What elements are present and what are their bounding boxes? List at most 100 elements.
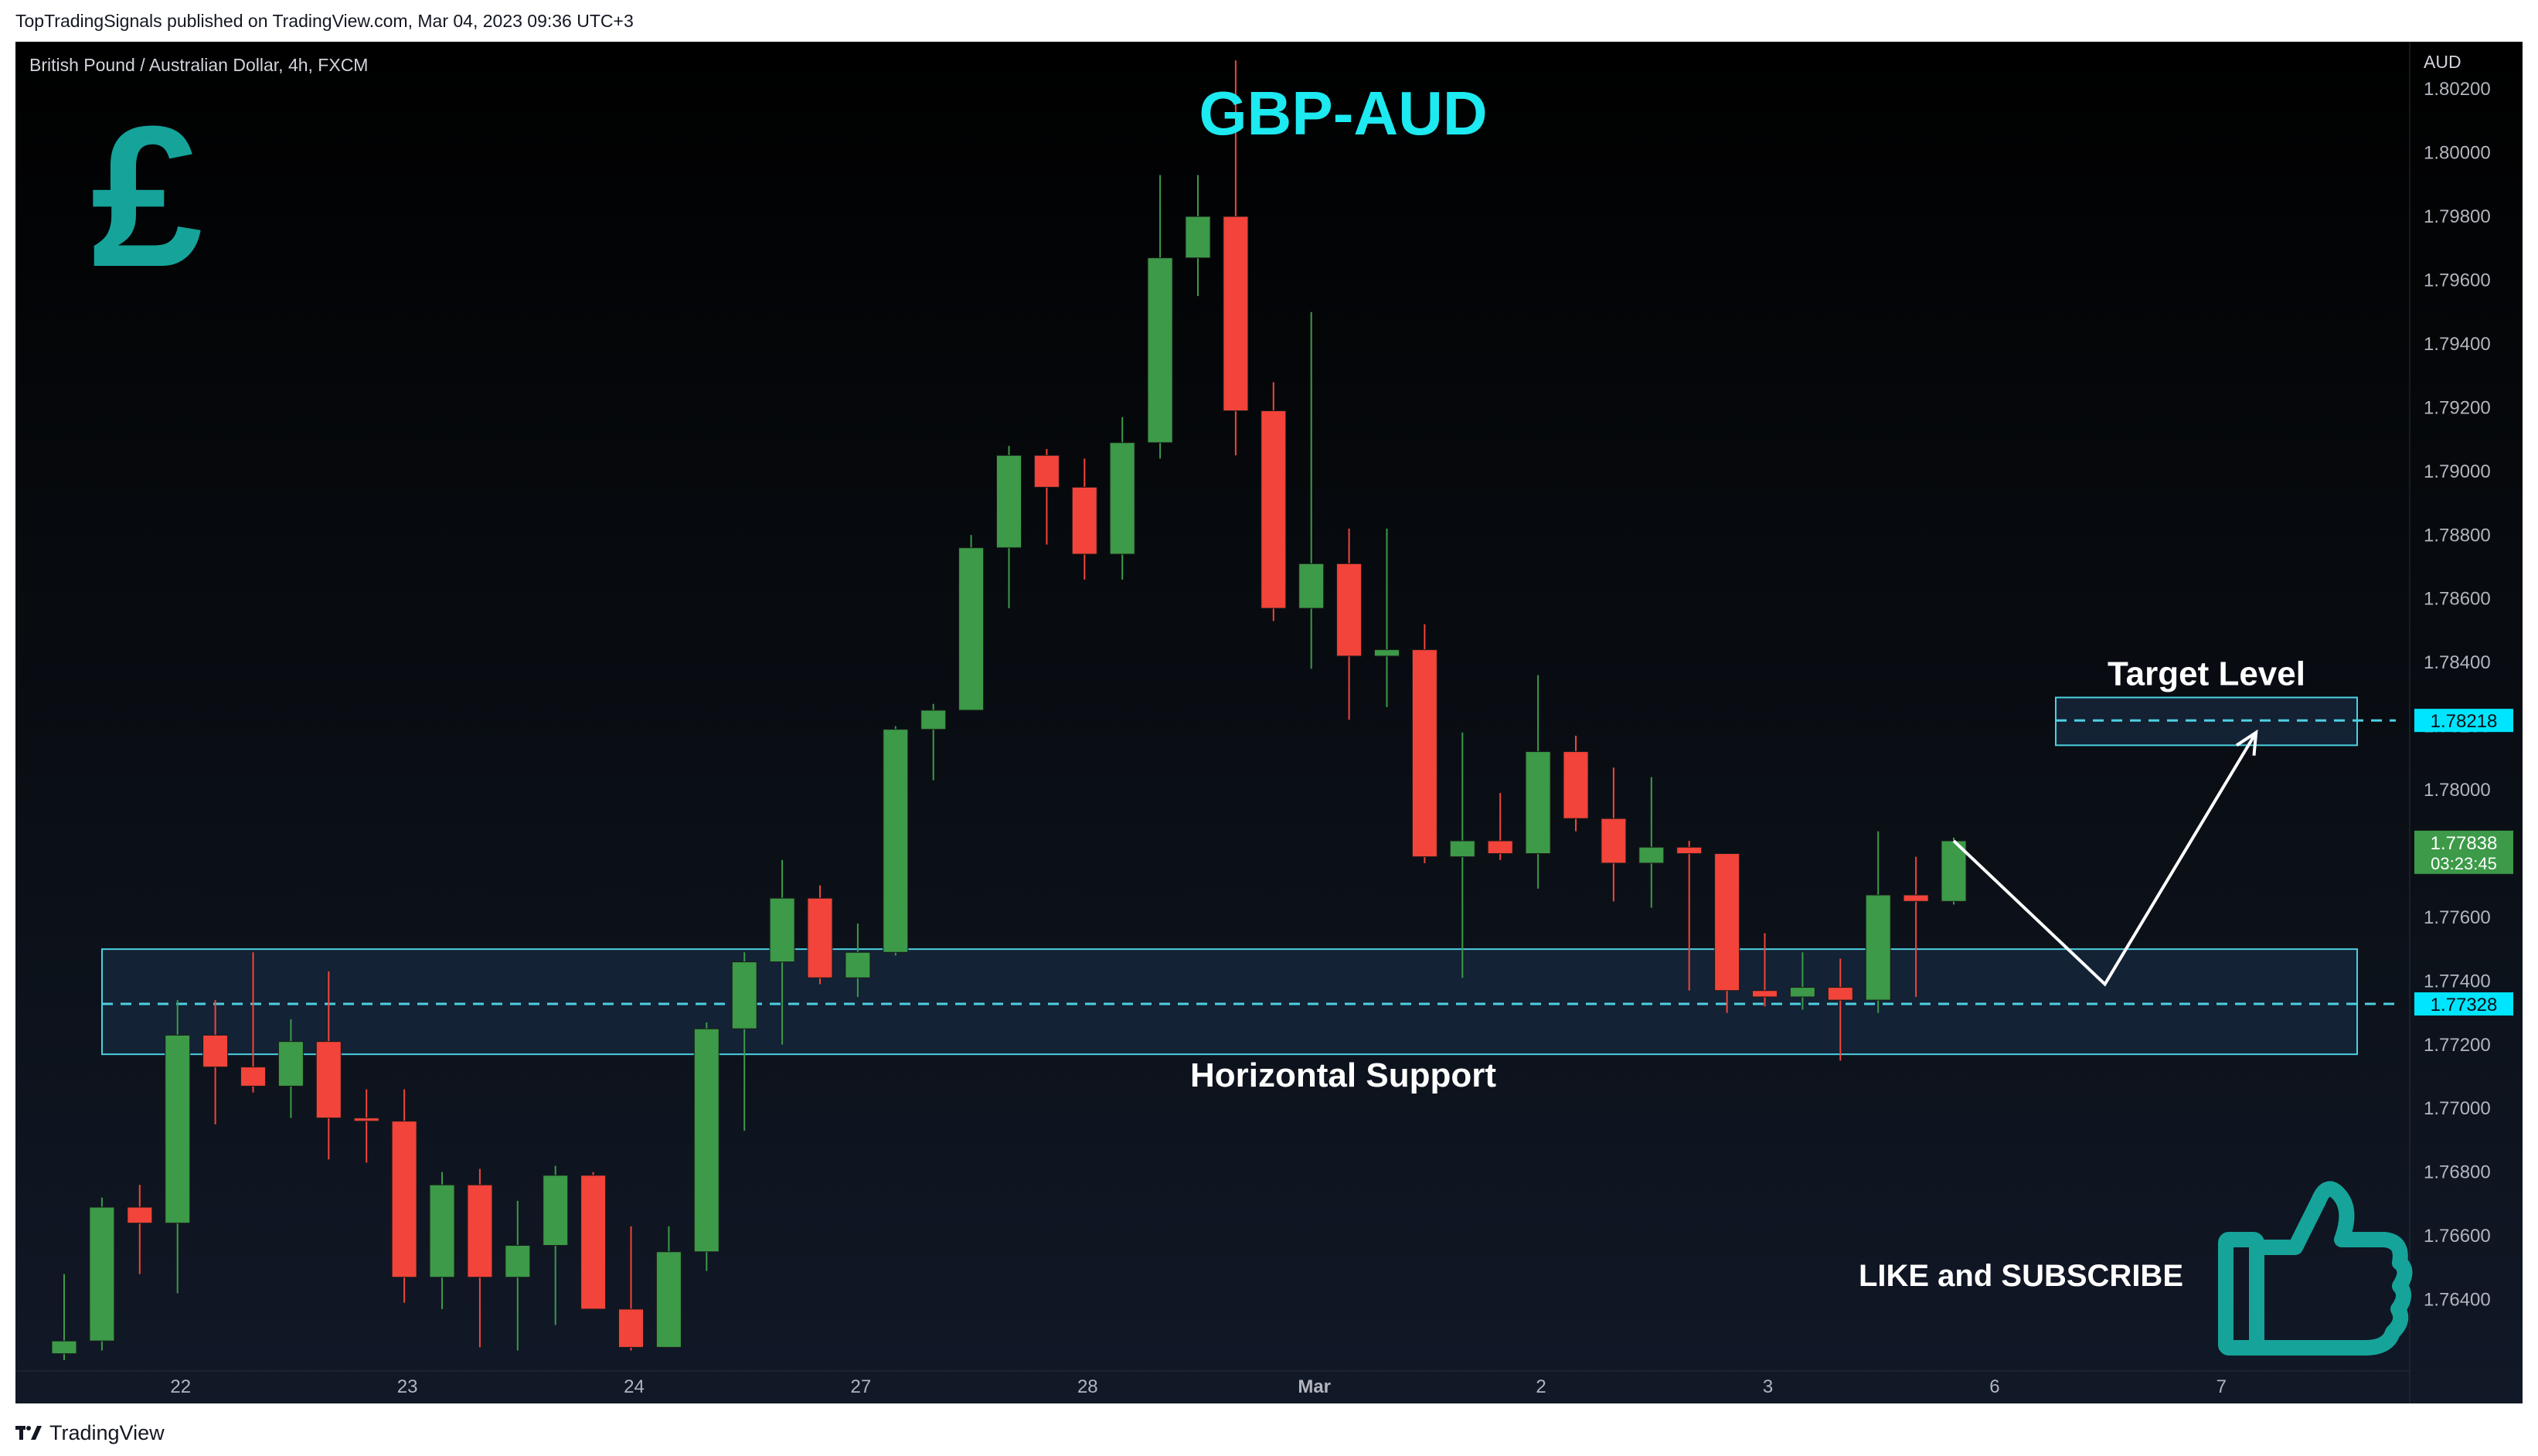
time-tick-label: 23 <box>397 1376 418 1397</box>
candle[interactable] <box>1525 675 1551 889</box>
candle-body <box>1941 840 1967 902</box>
candle[interactable] <box>807 885 833 985</box>
candle-body <box>996 454 1022 549</box>
publish-header: TopTradingSignals published on TradingVi… <box>15 11 634 31</box>
candle[interactable] <box>202 1000 229 1124</box>
price-tick-label: 1.78800 <box>2424 525 2491 546</box>
candle[interactable] <box>1789 952 1815 1010</box>
chart-panel[interactable]: Horizontal Support Target Level 1.80200 1.… <box>15 42 2523 1403</box>
candle[interactable] <box>315 971 342 1160</box>
candle[interactable] <box>1033 449 1060 545</box>
candle-body <box>958 547 985 711</box>
candle[interactable] <box>277 1019 304 1118</box>
currency-label: AUD <box>2424 52 2461 72</box>
candle[interactable] <box>353 1089 379 1163</box>
candle[interactable] <box>1903 856 1929 997</box>
candle-body <box>1903 894 1929 902</box>
candle[interactable] <box>1827 958 1853 1061</box>
candle-body <box>1789 987 1815 998</box>
candle[interactable] <box>580 1172 607 1310</box>
candle-body <box>1487 840 1513 854</box>
price-tick-label: 1.77400 <box>2424 971 2491 992</box>
projection-arrowhead <box>2236 729 2258 756</box>
candle[interactable] <box>127 1185 153 1274</box>
candle[interactable] <box>1071 458 1097 580</box>
candle[interactable] <box>1223 60 1249 456</box>
candles-layer <box>51 60 1967 1360</box>
footer-brand[interactable]: TradingView <box>15 1417 165 1448</box>
candle[interactable] <box>1411 624 1437 863</box>
candle[interactable] <box>1752 933 1778 1007</box>
candle-body <box>391 1121 417 1278</box>
candle-body <box>1260 410 1287 609</box>
candle[interactable] <box>1487 793 1513 860</box>
candle-body <box>467 1184 493 1278</box>
candle-body <box>1601 818 1627 864</box>
price-tick-label: 1.77000 <box>2424 1098 2491 1119</box>
candle[interactable] <box>1638 777 1665 908</box>
pound-icon: £ <box>91 85 203 309</box>
candle[interactable] <box>543 1165 569 1325</box>
candle[interactable] <box>1941 837 1967 905</box>
candle[interactable] <box>693 1022 720 1271</box>
time-axis: 22 23 24 27 28 Mar 2 3 6 7 <box>15 1370 2410 1397</box>
price-tick-label: 1.76800 <box>2424 1162 2491 1183</box>
candle-body <box>1865 894 1891 1001</box>
price-tick-label: 1.79600 <box>2424 270 2491 291</box>
candle[interactable] <box>89 1197 115 1351</box>
price-tick-label: 1.79200 <box>2424 397 2491 418</box>
candle[interactable] <box>1336 529 1363 720</box>
candle-body <box>165 1034 191 1224</box>
candle[interactable] <box>618 1226 644 1351</box>
candle[interactable] <box>1298 311 1325 669</box>
projection-path <box>1952 731 2257 987</box>
candle[interactable] <box>51 1274 77 1360</box>
candle-body <box>580 1175 607 1310</box>
candle[interactable] <box>731 952 757 1131</box>
candle-body <box>1223 216 1249 412</box>
candle-body <box>1411 649 1437 858</box>
candle-body <box>845 951 871 978</box>
candle-body <box>1071 486 1097 555</box>
candle[interactable] <box>996 445 1022 609</box>
target-label: Target Level <box>2108 655 2305 693</box>
candle[interactable] <box>1714 852 1740 1013</box>
candle[interactable] <box>1109 417 1135 580</box>
time-tick-label: 3 <box>1763 1376 1773 1397</box>
current-price-tag: 1.77838 <box>2431 833 2498 854</box>
candle[interactable] <box>240 952 266 1093</box>
candle[interactable] <box>467 1169 493 1348</box>
candle[interactable] <box>1185 175 1211 297</box>
candle[interactable] <box>165 1000 191 1294</box>
price-tick-label: 1.80200 <box>2424 79 2491 100</box>
price-tick-label: 1.78600 <box>2424 589 2491 610</box>
candle[interactable] <box>958 535 985 711</box>
candle[interactable] <box>769 859 795 1045</box>
candle[interactable] <box>1449 732 1475 978</box>
candle-body <box>883 729 909 953</box>
candle-body <box>1033 454 1060 488</box>
candle-body <box>1638 846 1665 864</box>
candle-body <box>655 1251 682 1348</box>
candle-body <box>731 961 757 1029</box>
candle[interactable] <box>655 1226 682 1348</box>
candle[interactable] <box>1601 767 1627 902</box>
candle[interactable] <box>1147 175 1173 459</box>
candle-body <box>51 1340 77 1355</box>
time-tick-label: 24 <box>624 1376 645 1397</box>
candle[interactable] <box>920 703 947 781</box>
support-zone[interactable] <box>101 948 2358 1056</box>
candle[interactable] <box>1865 831 1891 1013</box>
candle[interactable] <box>1676 841 1703 991</box>
price-tick-label: 1.79800 <box>2424 206 2491 227</box>
thumbs-up-icon <box>2218 1181 2413 1356</box>
candle[interactable] <box>1563 735 1589 832</box>
candle[interactable] <box>505 1200 531 1351</box>
candle[interactable] <box>391 1089 417 1303</box>
candle[interactable] <box>429 1172 455 1309</box>
candle[interactable] <box>1374 529 1400 707</box>
candle[interactable] <box>1260 382 1287 621</box>
candle[interactable] <box>883 726 909 956</box>
candle[interactable] <box>845 924 871 997</box>
